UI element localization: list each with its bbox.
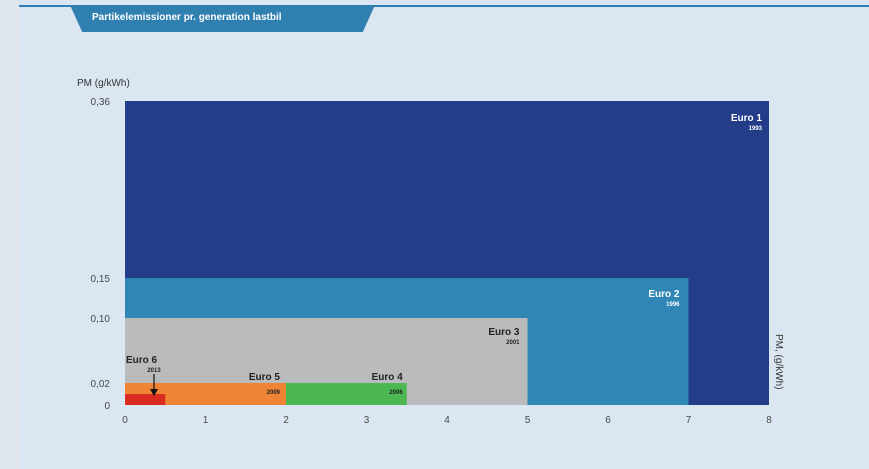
label-euro-2: Euro 2 xyxy=(648,289,680,300)
bar-euro-6 xyxy=(125,394,166,405)
label-euro-3: Euro 3 xyxy=(488,327,520,338)
year-euro-4: 2006 xyxy=(389,390,403,396)
year-euro-3: 2001 xyxy=(506,340,520,346)
y-tick-label: 0,15 xyxy=(91,274,111,285)
x-tick-label: 1 xyxy=(203,415,209,426)
year-euro-1: 1993 xyxy=(749,126,763,132)
header-rule xyxy=(19,5,869,7)
label-euro-6: Euro 6 xyxy=(126,355,158,366)
y-tick-label: 0 xyxy=(104,401,110,412)
y-axis-label-right: PM, (g/kWh) xyxy=(773,334,784,390)
year-euro-5: 2009 xyxy=(267,390,281,396)
x-tick-label: 7 xyxy=(686,415,692,426)
x-tick-label: 8 xyxy=(766,415,772,426)
x-tick-label: 5 xyxy=(525,415,531,426)
year-euro-2: 1996 xyxy=(666,302,680,308)
x-tick-label: 0 xyxy=(122,415,128,426)
y-tick-label: 0,02 xyxy=(91,379,111,390)
x-tick-label: 3 xyxy=(364,415,370,426)
bar-euro-4 xyxy=(286,383,407,405)
label-euro-1: Euro 1 xyxy=(731,113,763,124)
y-tick-label: 0,10 xyxy=(91,314,111,325)
y-tick-label: 0,36 xyxy=(91,97,111,108)
label-euro-4: Euro 4 xyxy=(372,372,404,383)
chart-title: Partikelemissioner pr. generation lastbi… xyxy=(70,5,375,32)
x-tick-label: 4 xyxy=(444,415,450,426)
x-tick-label: 2 xyxy=(283,415,289,426)
x-tick-label: 6 xyxy=(605,415,611,426)
label-euro-5: Euro 5 xyxy=(249,372,281,383)
year-euro-6: 2013 xyxy=(147,368,161,374)
euro-6-arrow-head xyxy=(150,389,158,396)
y-axis-label: PM (g/kWh) xyxy=(77,78,130,89)
